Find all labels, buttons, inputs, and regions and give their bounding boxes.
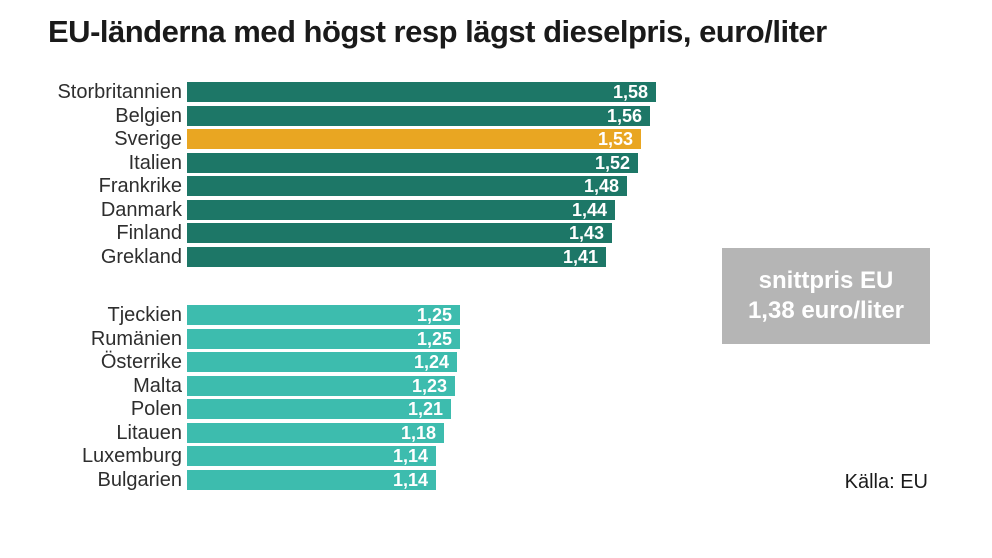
eu-average-line1: snittpris EU <box>758 267 894 294</box>
bar-value-label: 1,14 <box>392 446 428 466</box>
bar-row: Litauen 1,18 <box>0 421 460 444</box>
country-label: Tjeckien <box>107 304 182 326</box>
bar-value-label: 1,43 <box>568 223 604 243</box>
bar-row: Belgien 1,56 <box>0 104 656 127</box>
bar-value-label: 1,53 <box>597 129 633 149</box>
country-label: Storbritannien <box>57 81 182 103</box>
bar-value-label: 1,25 <box>416 305 452 325</box>
value-bar: 1,14 <box>187 469 436 490</box>
value-bar: 1,24 <box>187 352 457 372</box>
bar-row: Polen 1,21 <box>0 399 460 419</box>
bar-row: Storbritannien 1,58 <box>0 82 656 102</box>
country-label: Italien <box>128 151 182 174</box>
country-label: Grekland <box>100 245 182 268</box>
bar-row: Frankrike 1,48 <box>0 176 656 196</box>
value-bar: 1,23 <box>187 375 455 396</box>
value-bar: 1,53 <box>187 129 641 149</box>
bar-value-label: 1,52 <box>594 152 630 173</box>
value-bar: 1,44 <box>187 199 615 220</box>
country-label: Danmark <box>100 198 182 221</box>
bar-value-label: 1,44 <box>571 199 607 220</box>
eu-average-infobox: snittpris EU 1,38 euro/liter <box>722 248 930 344</box>
value-bar: 1,18 <box>187 422 444 443</box>
bar-row: Malta 1,23 <box>0 374 460 397</box>
value-bar: 1,52 <box>187 152 638 173</box>
value-bar: 1,25 <box>187 305 460 325</box>
bar-row: Tjeckien 1,25 <box>0 305 460 325</box>
country-label: Frankrike <box>98 175 182 197</box>
bar-row: Danmark 1,44 <box>0 198 656 221</box>
value-bar: 1,25 <box>187 328 460 349</box>
bar-group-lowest: Tjeckien 1,25 Rumänien 1,25 Österrike 1,24 Mal… <box>0 305 460 493</box>
bar-value-label: 1,21 <box>407 399 443 419</box>
bar-value-label: 1,56 <box>606 105 642 126</box>
bar-row: Grekland 1,41 <box>0 245 656 268</box>
country-label: Bulgarien <box>97 468 182 491</box>
bar-value-label: 1,14 <box>392 469 428 490</box>
country-label: Belgien <box>115 104 182 127</box>
value-bar: 1,43 <box>187 223 612 243</box>
bar-row: Italien 1,52 <box>0 151 656 174</box>
bar-value-label: 1,25 <box>416 328 452 349</box>
bar-group-highest: Storbritannien 1,58 Belgien 1,56 Sverige 1,53… <box>0 82 656 270</box>
bar-value-label: 1,41 <box>562 246 598 267</box>
country-label: Litauen <box>116 421 182 444</box>
country-label: Österrike <box>100 351 182 373</box>
value-bar: 1,41 <box>187 246 606 267</box>
country-label: Rumänien <box>90 327 182 350</box>
value-bar: 1,48 <box>187 176 627 196</box>
bar-value-label: 1,48 <box>583 176 619 196</box>
country-label: Finland <box>116 222 182 244</box>
country-label: Malta <box>133 374 182 397</box>
chart-title: EU-länderna med högst resp lägst dieselp… <box>48 14 827 49</box>
value-bar: 1,14 <box>187 446 436 466</box>
country-label: Luxemburg <box>81 445 182 467</box>
value-bar: 1,56 <box>187 105 650 126</box>
value-bar: 1,58 <box>187 82 656 102</box>
bar-row: Bulgarien 1,14 <box>0 468 460 491</box>
source-label: Källa: EU <box>844 471 928 493</box>
country-label: Sverige <box>114 128 182 150</box>
bar-row: Rumänien 1,25 <box>0 327 460 350</box>
bar-value-label: 1,23 <box>411 375 447 396</box>
bar-row: Sverige 1,53 <box>0 129 656 149</box>
bar-row: Österrike 1,24 <box>0 352 460 372</box>
bar-row: Finland 1,43 <box>0 223 656 243</box>
eu-average-line2: 1,38 euro/liter <box>747 297 905 324</box>
value-bar: 1,21 <box>187 399 451 419</box>
bar-value-label: 1,24 <box>413 352 449 372</box>
bar-value-label: 1,18 <box>400 422 436 443</box>
bar-value-label: 1,58 <box>612 82 648 102</box>
bar-row: Luxemburg 1,14 <box>0 446 460 466</box>
country-label: Polen <box>130 398 182 420</box>
